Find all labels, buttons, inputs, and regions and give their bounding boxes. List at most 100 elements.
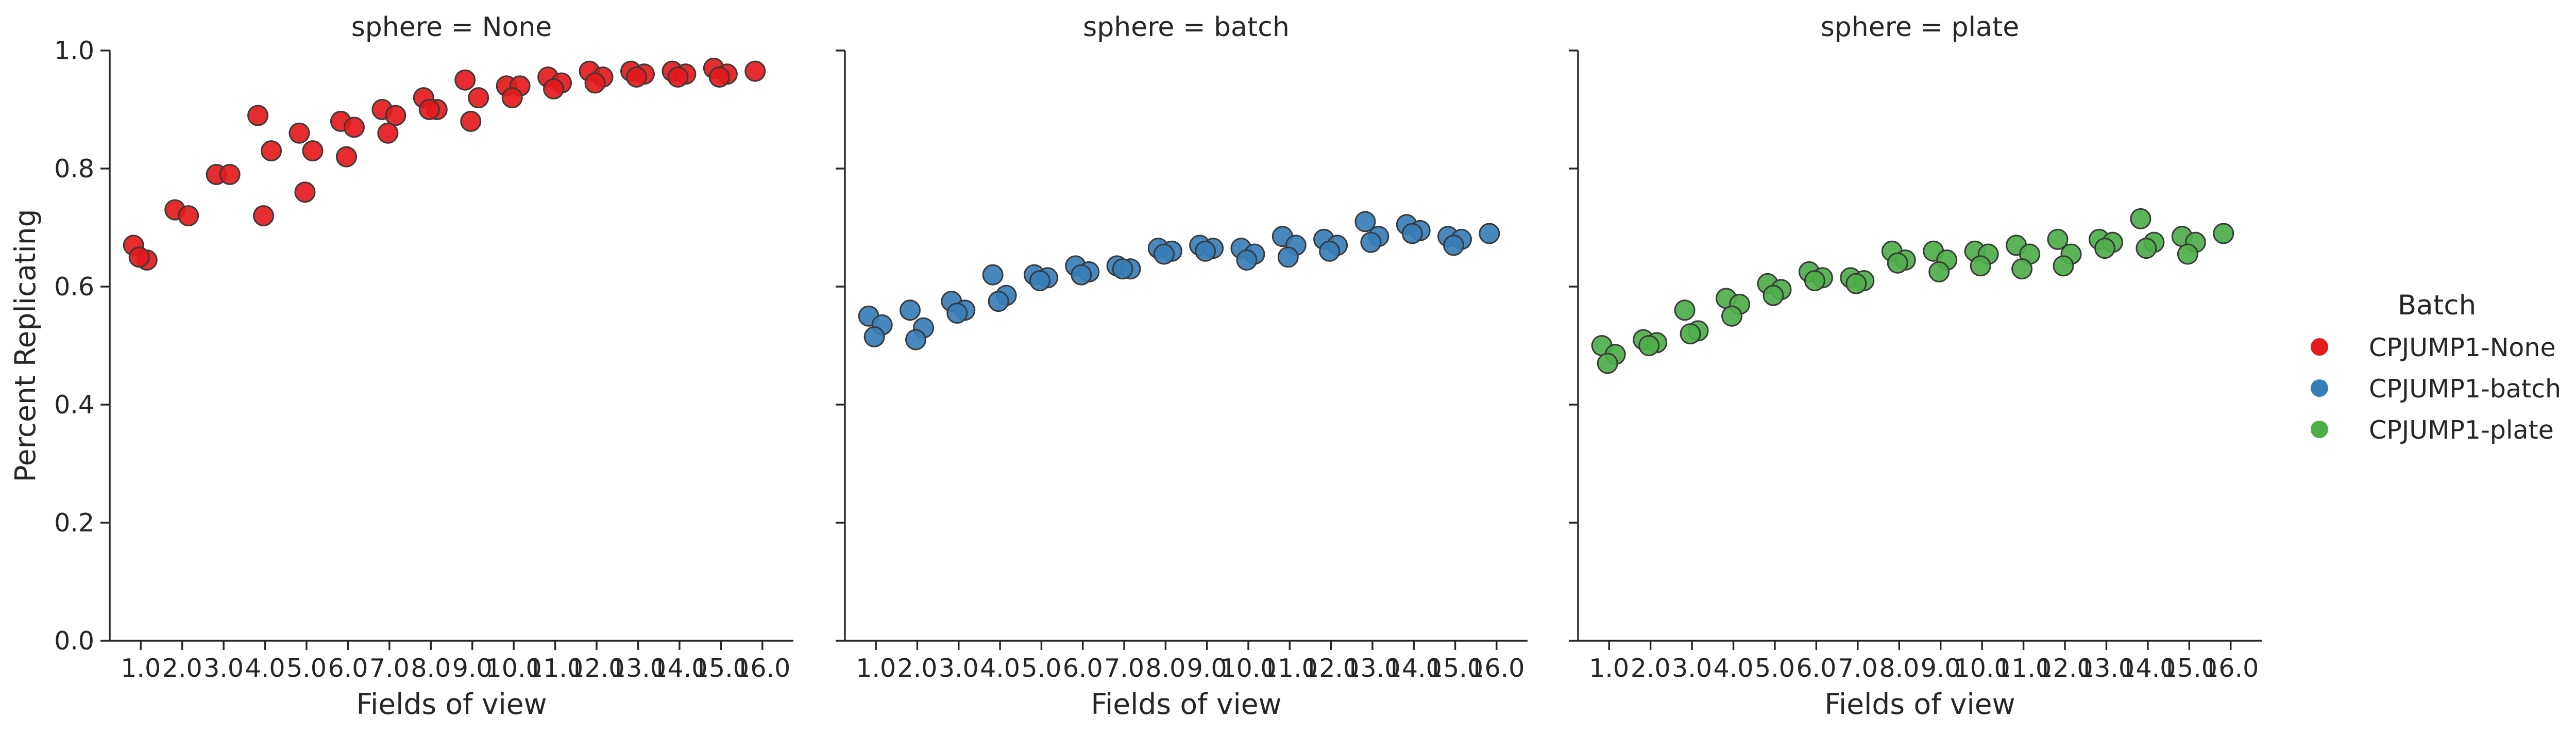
y-axis-label: Percent Replicating — [9, 209, 42, 482]
x-tick-label: 12.0 — [568, 654, 624, 683]
legend-marker — [2311, 379, 2328, 397]
x-tick-label: 5.0 — [286, 654, 327, 683]
y-tick-label: 0.4 — [54, 390, 94, 420]
x-tick-label: 1.0 — [856, 654, 896, 683]
x-tick-label: 10.0 — [1220, 654, 1276, 683]
x-tick-label: 12.0 — [2037, 654, 2093, 683]
data-point — [1674, 299, 1696, 321]
data-point — [744, 60, 766, 82]
x-tick-label: 1.0 — [1589, 654, 1629, 683]
y-tick-label: 0.0 — [54, 626, 94, 656]
data-point — [543, 78, 565, 99]
data-point — [1479, 223, 1500, 244]
data-point — [2177, 243, 2198, 265]
x-tick-label: 5.0 — [1755, 654, 1795, 683]
data-point — [1195, 240, 1216, 262]
data-point — [1153, 243, 1175, 265]
data-point — [2094, 238, 2115, 259]
x-tick-label: 2.0 — [162, 654, 202, 683]
data-point — [1928, 261, 1950, 282]
data-point — [899, 299, 921, 321]
data-point — [1887, 252, 1908, 274]
data-point — [2213, 223, 2234, 244]
data-point — [2011, 258, 2033, 280]
data-point — [460, 110, 482, 132]
x-tick-label: 9.0 — [1921, 654, 1961, 683]
x-tick-label: 12.0 — [1303, 654, 1359, 683]
data-point — [1680, 323, 1701, 345]
x-tick-label: 8.0 — [411, 654, 451, 683]
x-tick-label: 1.0 — [121, 654, 161, 683]
x-tick-label: 8.0 — [1145, 654, 1185, 683]
data-point — [1277, 246, 1299, 268]
data-point — [667, 66, 689, 88]
data-point — [1721, 305, 1743, 327]
x-tick-label: 2.0 — [897, 654, 938, 683]
data-point — [2047, 228, 2069, 250]
data-point — [1638, 335, 1660, 356]
data-point — [625, 66, 647, 88]
data-point — [1236, 249, 1258, 271]
x-tick-label: 16.0 — [2202, 654, 2259, 683]
data-point — [988, 291, 1009, 312]
x-tick-label: 15.0 — [1427, 654, 1483, 683]
x-axis-label: Fields of view — [1091, 688, 1281, 721]
x-tick-label: 14.0 — [651, 654, 707, 683]
data-point — [2136, 238, 2157, 259]
data-point — [1845, 273, 1867, 294]
data-point — [377, 122, 399, 144]
data-point — [385, 105, 406, 126]
data-point — [128, 246, 150, 268]
x-tick-label: 3.0 — [204, 654, 244, 683]
x-tick-label: 13.0 — [2078, 654, 2134, 683]
legend-entry: CPJUMP1-batch — [2311, 374, 2561, 404]
data-point — [1071, 264, 1092, 286]
data-point — [247, 105, 269, 126]
x-tick-label: 6.0 — [328, 654, 368, 683]
x-tick-label: 6.0 — [1063, 654, 1103, 683]
data-point — [468, 87, 489, 109]
data-point — [1360, 231, 1382, 253]
x-tick-label: 15.0 — [2161, 654, 2217, 683]
x-tick-label: 7.0 — [1104, 654, 1144, 683]
x-axis-label: Fields of view — [1824, 688, 2015, 721]
data-point — [289, 122, 310, 144]
data-point — [2130, 208, 2151, 229]
data-point — [1401, 223, 1423, 244]
data-point — [946, 303, 968, 324]
panel-title: sphere = None — [351, 12, 552, 43]
data-point — [1112, 258, 1133, 280]
x-tick-label: 10.0 — [1954, 654, 2010, 683]
panel-2: sphere = batch 1.0 2.0 3.0 4.0 5.0 6.0 7.0 8.0 9.… — [836, 12, 1528, 721]
data-point — [905, 329, 926, 351]
y-tick-label: 0.2 — [54, 508, 94, 538]
data-point — [343, 116, 365, 138]
data-point — [1804, 270, 1825, 292]
legend-label: CPJUMP1-plate — [2369, 415, 2554, 445]
legend-label: CPJUMP1-None — [2369, 333, 2556, 362]
panel-3: sphere = plate 1.0 2.0 3.0 4.0 5.0 6.0 7.0 8.0 9.… — [1569, 12, 2262, 721]
data-point — [178, 205, 199, 227]
x-tick-label: 10.0 — [486, 654, 542, 683]
data-point — [863, 326, 885, 347]
data-point — [1970, 255, 1991, 277]
x-tick-label: 8.0 — [1879, 654, 1919, 683]
data-point — [219, 163, 241, 185]
x-tick-label: 7.0 — [369, 654, 410, 683]
x-tick-label: 5.0 — [1021, 654, 1061, 683]
data-point — [454, 69, 476, 91]
x-tick-label: 15.0 — [693, 654, 749, 683]
data-point — [253, 205, 275, 227]
y-tick-label: 1.0 — [54, 36, 94, 65]
data-point — [302, 140, 324, 162]
legend-marker — [2311, 421, 2328, 438]
legend-label: CPJUMP1-batch — [2369, 374, 2561, 404]
x-tick-label: 9.0 — [1187, 654, 1227, 683]
legend: Batch CPJUMP1-None CPJUMP1-batch CPJUMP1-p… — [2311, 290, 2561, 445]
data-point — [1319, 240, 1341, 262]
x-tick-label: 9.0 — [452, 654, 493, 683]
data-point — [501, 87, 523, 109]
x-tick-label: 16.0 — [734, 654, 790, 683]
